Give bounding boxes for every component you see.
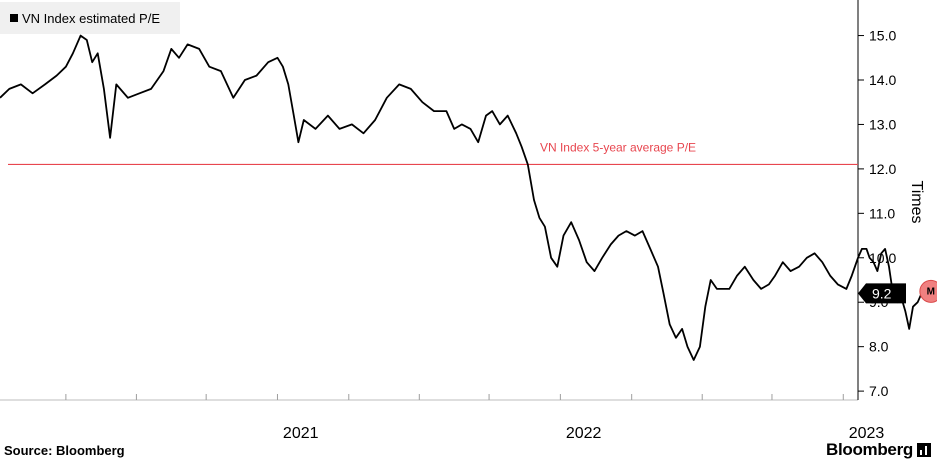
bar-chart-icon xyxy=(917,443,931,457)
y-tick-label: 11.0 xyxy=(869,205,895,221)
y-tick-label: 8.0 xyxy=(869,339,889,355)
y-tick-label: 10.0 xyxy=(869,250,896,266)
y-tick-label: 7.0 xyxy=(869,383,889,399)
y-tick-label: 14.0 xyxy=(869,72,896,88)
x-tick-label: 2023 xyxy=(849,425,885,442)
series-line-pe xyxy=(0,34,932,361)
last-value-marker-letter: M xyxy=(927,286,935,297)
x-tick-label: 2021 xyxy=(283,425,319,442)
source-note: Source: Bloomberg xyxy=(4,443,125,458)
brand-name: Bloomberg xyxy=(825,440,913,459)
y-tick-label: 13.0 xyxy=(869,116,896,132)
x-axis-ticks: 2021 2022 2023 xyxy=(65,394,885,442)
legend-swatch xyxy=(10,14,18,22)
last-value-label: 9.2 xyxy=(872,285,892,301)
y-tick-label: 15.0 xyxy=(869,28,896,44)
last-value-badge-shape xyxy=(858,283,906,304)
x-tick-label: 2022 xyxy=(566,425,602,442)
y-axis-title: Times xyxy=(908,181,925,224)
y-axis-ticks: 7.08.09.010.011.012.013.014.015.0 xyxy=(858,28,896,399)
legend-label: VN Index estimated P/E xyxy=(22,10,161,26)
y-tick-label: 12.0 xyxy=(869,161,896,177)
last-value-marker xyxy=(919,279,937,303)
last-value-badge: 9.2 xyxy=(858,283,906,304)
reference-line-label: VN Index 5-year average P/E xyxy=(540,140,696,154)
legend: VN Index estimated P/E xyxy=(0,2,180,34)
